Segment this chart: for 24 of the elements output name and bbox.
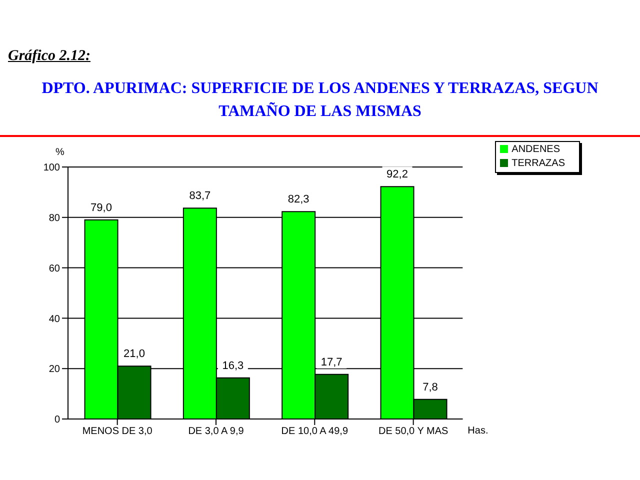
- x-tick-label: DE 50,0 Y MAS: [378, 426, 448, 438]
- x-tick-label: DE 3,0 A 9,9: [188, 426, 244, 438]
- chart-subtitle: Gráfico 2.12:: [8, 47, 92, 65]
- data-label: 83,7: [189, 190, 211, 202]
- legend-label: ANDENES: [512, 144, 560, 155]
- x-axis-title: Has.: [468, 426, 488, 437]
- data-label: 7,8: [422, 381, 438, 394]
- data-label: 79,0: [90, 202, 112, 214]
- y-tick-label: 100: [43, 162, 60, 174]
- data-label: 17,7: [320, 356, 342, 368]
- data-label: 82,3: [288, 194, 310, 206]
- y-tick-label: 60: [48, 263, 60, 274]
- chart-title: DPTO. APURIMAC: SUPERFICIE DE LOS ANDENES Y TERRAZAS, SEGUN TAMAÑO DE LAS MISMAS: [40, 79, 600, 122]
- y-tick-label: 20: [48, 364, 60, 376]
- y-tick-label: 40: [48, 314, 60, 325]
- y-tick-label: 80: [48, 212, 60, 224]
- data-label: 92,2: [386, 168, 408, 181]
- legend-label: TERRAZAS: [512, 158, 565, 169]
- x-tick-label: DE 10,0 A 49,9: [281, 426, 348, 438]
- y-tick-label: 0: [54, 414, 60, 426]
- y-axis-title: %: [56, 147, 65, 158]
- data-label: 16,3: [222, 360, 244, 372]
- data-label: 21,0: [124, 348, 145, 360]
- x-tick-label: MENOS DE 3,0: [82, 426, 153, 438]
